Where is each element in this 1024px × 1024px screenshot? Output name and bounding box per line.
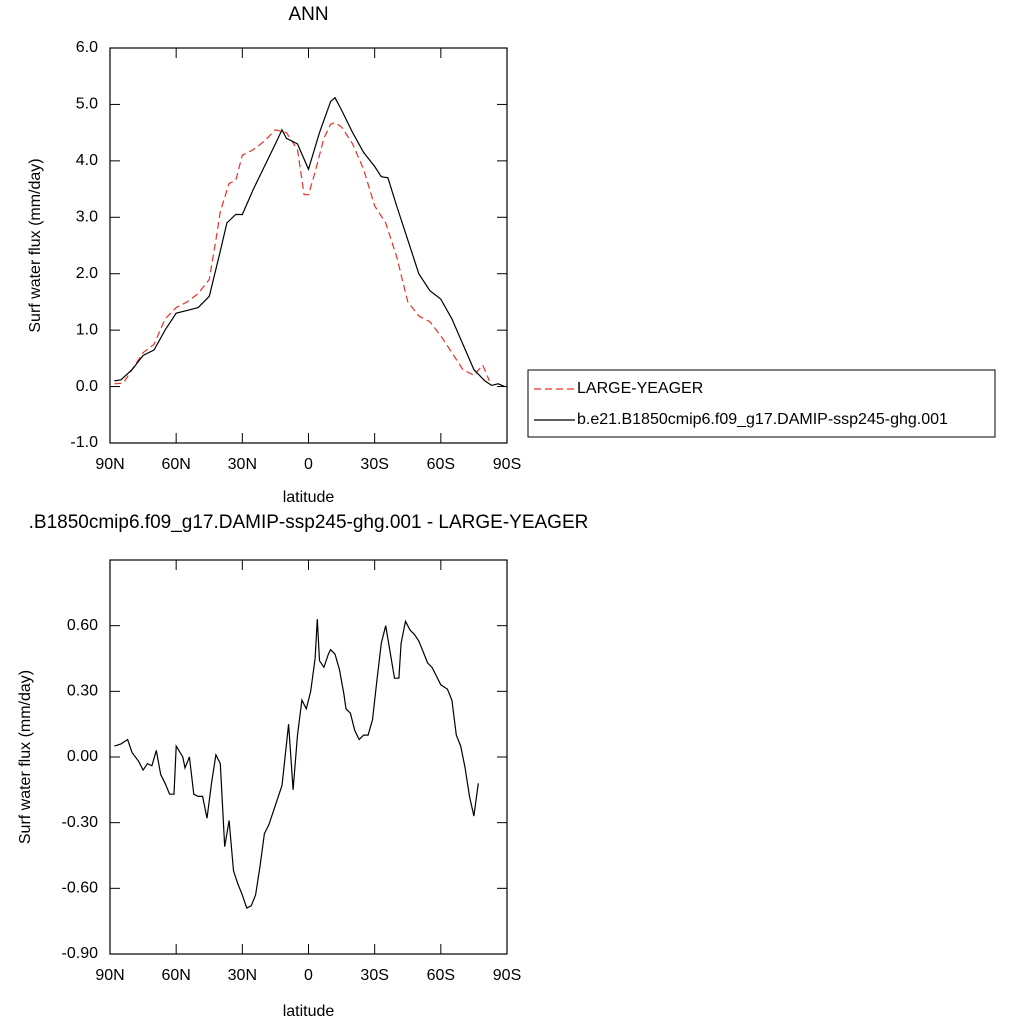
data-line [114,96,506,388]
x-axis-label: latitude [283,1003,335,1020]
x-tick-label: 30N [228,967,257,984]
legend-label: LARGE-YEAGER [577,380,703,397]
x-tick-label: 30S [360,967,388,984]
y-tick-label: 1.0 [76,321,98,338]
legend-label: b.e21.B1850cmip6.f09_g17.DAMIP-ssp245-gh… [577,411,948,428]
x-tick-label: 0 [304,456,313,473]
y-tick-label: 0.60 [67,617,98,634]
y-tick-label: 6.0 [76,39,98,56]
x-tick-label: 90N [95,456,124,473]
x-axis-label: latitude [283,489,335,506]
y-tick-label: 3.0 [76,209,98,226]
y-tick-label: 2.0 [76,265,98,282]
y-tick-label: 0.00 [67,748,98,765]
y-tick-label: -0.60 [62,880,99,897]
y-axis-label: Surf water flux (mm/day) [17,670,34,844]
y-tick-label: 0.30 [67,683,98,700]
x-tick-label: 90S [493,967,521,984]
x-tick-label: 60N [161,456,190,473]
x-tick-label: 0 [304,967,313,984]
legend-box [527,369,996,438]
y-tick-label: -0.90 [62,945,99,962]
x-tick-label: 60S [427,456,455,473]
x-tick-label: 30S [360,456,388,473]
chart-title: .B1850cmip6.f09_g17.DAMIP-ssp245-ghg.001… [29,512,589,533]
x-tick-label: 90S [493,456,521,473]
data-line [114,121,490,385]
y-tick-label: -1.0 [70,434,98,451]
chart-title: ANN [288,4,328,25]
x-tick-label: 90N [95,967,124,984]
y-tick-label: 5.0 [76,96,98,113]
x-tick-label: 60S [427,967,455,984]
data-line [114,619,479,909]
x-tick-label: 60N [161,967,190,984]
x-tick-label: 30N [228,456,257,473]
y-tick-label: 0.0 [76,378,98,395]
y-tick-label: -0.30 [62,814,99,831]
y-tick-label: 4.0 [76,152,98,169]
y-axis-label: Surf water flux (mm/day) [27,158,44,332]
